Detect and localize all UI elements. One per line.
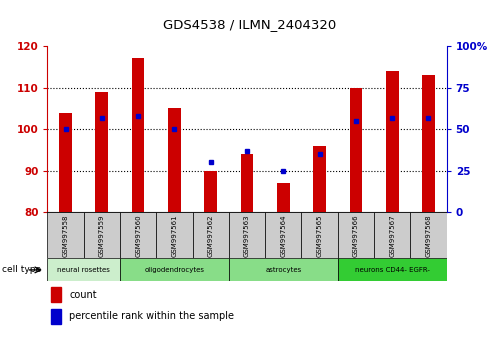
Text: GSM997558: GSM997558: [62, 214, 68, 257]
Text: GSM997563: GSM997563: [244, 214, 250, 257]
Text: GDS4538 / ILMN_2404320: GDS4538 / ILMN_2404320: [163, 18, 336, 31]
Text: GSM997568: GSM997568: [426, 214, 432, 257]
Text: neurons CD44- EGFR-: neurons CD44- EGFR-: [355, 267, 430, 273]
Bar: [386, 71, 399, 212]
Bar: [47, 212, 84, 258]
Bar: [313, 146, 326, 212]
Bar: [84, 212, 120, 258]
Bar: [374, 212, 410, 258]
Bar: [338, 212, 374, 258]
Bar: [422, 75, 435, 212]
Text: GSM997560: GSM997560: [135, 214, 141, 257]
Bar: [120, 258, 229, 281]
Text: GSM997566: GSM997566: [353, 214, 359, 257]
Bar: [120, 212, 156, 258]
Bar: [156, 212, 193, 258]
Bar: [168, 108, 181, 212]
Bar: [193, 212, 229, 258]
Bar: [51, 287, 61, 302]
Text: GSM997564: GSM997564: [280, 214, 286, 257]
Bar: [265, 212, 301, 258]
Text: count: count: [69, 290, 97, 300]
Text: GSM997567: GSM997567: [389, 214, 395, 257]
Text: cell type: cell type: [2, 266, 41, 274]
Text: GSM997565: GSM997565: [316, 214, 322, 257]
Text: percentile rank within the sample: percentile rank within the sample: [69, 312, 235, 321]
Text: oligodendrocytes: oligodendrocytes: [144, 267, 205, 273]
Bar: [95, 92, 108, 212]
Text: neural rosettes: neural rosettes: [57, 267, 110, 273]
Bar: [229, 258, 338, 281]
Bar: [410, 212, 447, 258]
Bar: [349, 88, 362, 212]
Bar: [205, 171, 217, 212]
Bar: [241, 154, 253, 212]
Bar: [132, 58, 145, 212]
Text: astrocytes: astrocytes: [265, 267, 301, 273]
Bar: [51, 309, 61, 324]
Text: GSM997562: GSM997562: [208, 214, 214, 257]
Bar: [59, 113, 72, 212]
Bar: [301, 212, 338, 258]
Text: GSM997561: GSM997561: [172, 214, 178, 257]
Bar: [277, 183, 289, 212]
Bar: [338, 258, 447, 281]
Text: GSM997559: GSM997559: [99, 214, 105, 257]
Bar: [229, 212, 265, 258]
Bar: [47, 258, 120, 281]
